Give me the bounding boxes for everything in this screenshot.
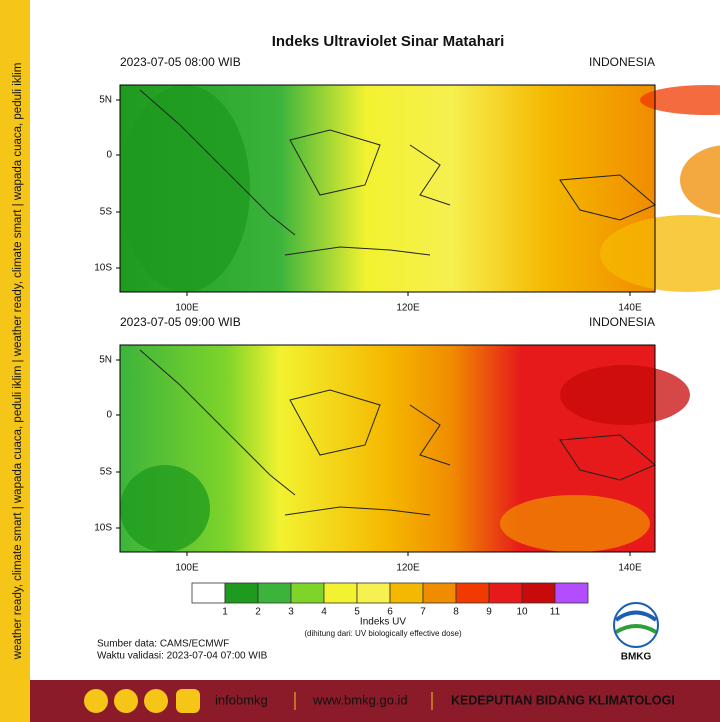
lon-label: 140E xyxy=(618,563,642,574)
lon-label: 120E xyxy=(396,563,420,574)
uv-patch xyxy=(500,495,650,552)
coastline xyxy=(284,246,431,256)
colorbar-box xyxy=(422,582,457,604)
colorbar-label: 11 xyxy=(550,607,561,618)
map-panel: 2023-07-05 09:00 WIB INDONESIA 5N 0 5S 10S 100… xyxy=(94,315,690,574)
lat-label: 5N xyxy=(99,355,112,366)
coastline xyxy=(139,89,296,236)
colorbar-label: 8 xyxy=(453,607,459,618)
lon-label: 120E xyxy=(396,303,420,314)
uv-patch xyxy=(600,215,720,292)
colorbar-label: 3 xyxy=(288,607,294,618)
colorbar-label: 2 xyxy=(255,607,261,618)
panel-region: INDONESIA xyxy=(589,315,655,329)
title: Indeks Ultraviolet Sinar Matahari xyxy=(272,33,505,50)
lon-label: 140E xyxy=(618,303,642,314)
uv-patch xyxy=(680,145,720,215)
colorbar-box xyxy=(488,582,523,604)
colorbar-label: 4 xyxy=(321,607,327,618)
colorbar-label: 6 xyxy=(387,607,393,618)
colorbar-note: (dihitung dari: UV biologically effectiv… xyxy=(304,629,462,638)
validity: Waktu validasi: 2023-07-04 07:00 WIB xyxy=(97,651,268,662)
colorbar-box xyxy=(224,582,259,604)
lat-label: 0 xyxy=(106,410,112,421)
coastline xyxy=(409,144,451,206)
logo-text: BMKG xyxy=(621,652,652,663)
plot-frame xyxy=(119,344,656,553)
uv-patch xyxy=(120,85,250,292)
map-panel: 2023-07-05 08:00 WIB INDONESIA 5N 0 5S 10S 100… xyxy=(94,55,720,314)
panel-datetime: 2023-07-05 09:00 WIB xyxy=(120,315,241,329)
coastline xyxy=(559,174,656,221)
colorbar-title: Indeks UV xyxy=(360,617,406,628)
lon-label: 100E xyxy=(175,303,199,314)
lat-label: 10S xyxy=(94,263,112,274)
coastline xyxy=(139,349,296,496)
colorbar-box xyxy=(521,582,556,604)
colorbar-label: 9 xyxy=(486,607,492,618)
source: Sumber data: CAMS/ECMWF xyxy=(97,639,229,650)
colorbar-box xyxy=(290,582,325,604)
panel-datetime: 2023-07-05 08:00 WIB xyxy=(120,55,241,69)
coastline xyxy=(289,129,381,196)
colorbar-label: 7 xyxy=(420,607,426,618)
colorbar-label: 1 xyxy=(222,607,228,618)
uv-patch xyxy=(640,85,720,115)
colorbar-box xyxy=(389,582,424,604)
lat-label: 0 xyxy=(106,150,112,161)
lat-label: 5S xyxy=(100,467,113,478)
lon-label: 100E xyxy=(175,563,199,574)
uv-patch xyxy=(560,365,690,425)
footer-website: www.bmkg.go.id xyxy=(312,692,408,707)
panel-region: INDONESIA xyxy=(589,55,655,69)
coastline xyxy=(559,434,656,481)
lat-label: 5N xyxy=(99,95,112,106)
sidebar-text: weather ready, climate smart | wapada cu… xyxy=(12,63,24,661)
lat-label: 5S xyxy=(100,207,113,218)
footer-department: KEDEPUTIAN BIDANG KLIMATOLOGI xyxy=(451,693,675,707)
plot-frame xyxy=(119,84,656,293)
uv-patch xyxy=(120,465,210,552)
logo: BMKG xyxy=(613,602,659,663)
colorbar-box xyxy=(455,582,490,604)
coastline xyxy=(284,506,431,516)
colorbar-box xyxy=(356,582,391,604)
footer-handle: infobmkg xyxy=(215,692,268,707)
colorbar-box xyxy=(257,582,292,604)
sidebar-stripe xyxy=(0,0,30,722)
colorbar-box xyxy=(554,582,589,604)
colorbar-box xyxy=(191,582,226,604)
colorbar-box xyxy=(323,582,358,604)
colorbar-label: 10 xyxy=(516,607,528,618)
social-icons xyxy=(84,689,200,713)
coastline xyxy=(409,404,451,466)
colorbar-label: 5 xyxy=(354,607,360,618)
coastline xyxy=(289,389,381,456)
lat-label: 10S xyxy=(94,523,112,534)
